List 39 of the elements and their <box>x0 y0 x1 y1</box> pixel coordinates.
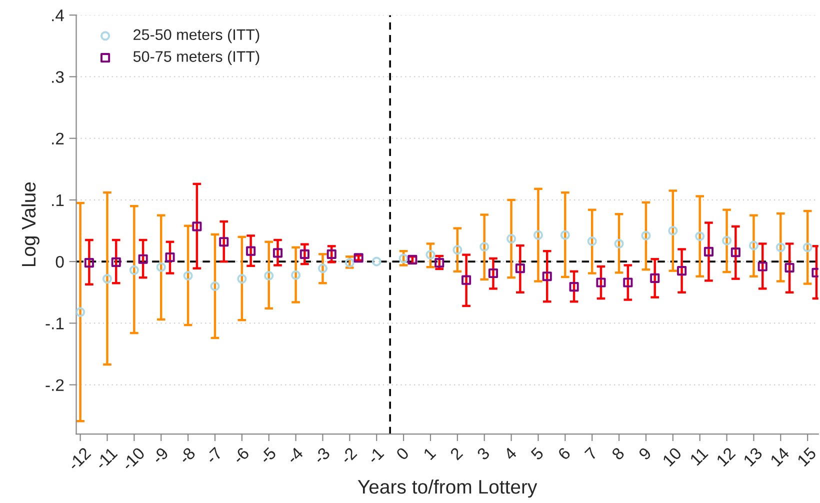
x-tick-label: -9 <box>151 446 169 465</box>
x-tick-label: 4 <box>503 446 518 461</box>
legend-label: 50-75 meters (ITT) <box>133 50 260 65</box>
x-tick-label: 1 <box>423 446 436 460</box>
y-tick-label: .2 <box>52 132 64 144</box>
x-axis-title: Years to/from Lottery <box>358 479 538 498</box>
x-tick-label: -5 <box>259 446 277 465</box>
x-tick-label: -2 <box>340 446 358 464</box>
x-tick-label: -11 <box>94 446 118 470</box>
x-tick-label: 2 <box>450 446 464 460</box>
y-tick-label: 0 <box>56 256 64 268</box>
x-tick-label: -8 <box>178 446 196 465</box>
x-tick-label: 0 <box>396 446 410 461</box>
x-tick-label: -1 <box>366 446 384 464</box>
y-tick-label: -.2 <box>46 379 64 391</box>
x-tick-label: 9 <box>638 446 652 461</box>
x-tick-label: 14 <box>770 446 790 467</box>
y-tick-label: -.1 <box>46 318 64 330</box>
x-tick-label: 7 <box>584 446 598 460</box>
x-tick-label: 15 <box>796 446 817 467</box>
y-axis-title: Log Value <box>21 182 40 266</box>
x-tick-label: -10 <box>121 446 146 472</box>
x-tick-label: -3 <box>312 446 331 465</box>
x-tick-label: 11 <box>690 446 708 466</box>
x-tick-label: -4 <box>286 446 304 464</box>
x-tick-label: 6 <box>557 446 572 461</box>
x-tick-label: 13 <box>742 446 763 467</box>
x-tick-label: 8 <box>611 446 625 461</box>
legend-label: 25-50 meters (ITT) <box>134 28 260 44</box>
x-tick-label: -12 <box>67 446 92 471</box>
y-tick-label: .4 <box>52 10 64 22</box>
x-tick-label: -7 <box>205 446 223 464</box>
x-tick-label: 12 <box>716 446 736 467</box>
x-tick-label: 5 <box>530 446 544 461</box>
x-tick-label: -6 <box>232 446 250 465</box>
x-tick-label: 3 <box>476 446 490 461</box>
x-tick-label: 10 <box>662 446 682 467</box>
y-tick-label: .1 <box>52 194 64 206</box>
y-tick-label: .3 <box>52 71 64 83</box>
